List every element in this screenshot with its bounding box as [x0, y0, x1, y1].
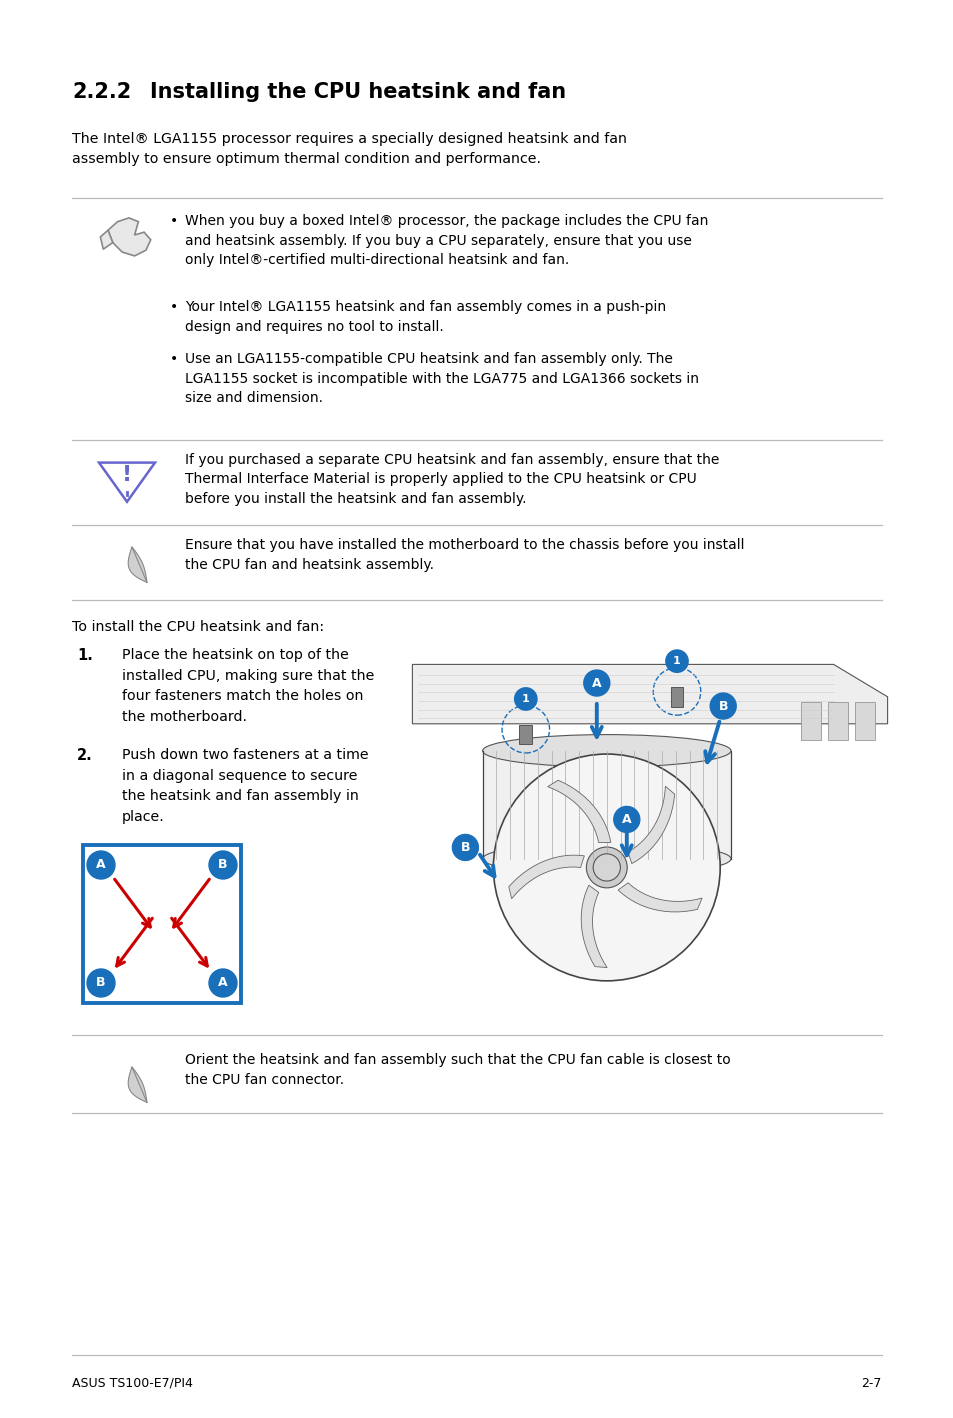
Circle shape — [87, 968, 115, 997]
Text: Use an LGA1155-compatible CPU heatsink and fan assembly only. The
LGA1155 socket: Use an LGA1155-compatible CPU heatsink a… — [185, 352, 699, 406]
Circle shape — [493, 754, 720, 981]
Polygon shape — [128, 547, 147, 583]
Text: Place the heatsink on top of the
installed CPU, making sure that the
four fasten: Place the heatsink on top of the install… — [122, 648, 374, 723]
Circle shape — [613, 807, 639, 832]
Text: !: ! — [122, 465, 132, 485]
Bar — [801, 702, 820, 740]
Text: The Intel® LGA1155 processor requires a specially designed heatsink and fan
asse: The Intel® LGA1155 processor requires a … — [71, 132, 626, 166]
Text: Your Intel® LGA1155 heatsink and fan assembly comes in a push-pin
design and req: Your Intel® LGA1155 heatsink and fan ass… — [185, 301, 665, 333]
Text: A: A — [96, 858, 106, 872]
Text: If you purchased a separate CPU heatsink and fan assembly, ensure that the
Therm: If you purchased a separate CPU heatsink… — [185, 452, 719, 506]
Polygon shape — [412, 665, 886, 723]
Text: 1.: 1. — [77, 648, 92, 664]
Text: B: B — [96, 977, 106, 990]
Bar — [827, 702, 847, 740]
Text: B: B — [218, 858, 228, 872]
Text: Ensure that you have installed the motherboard to the chassis before you install: Ensure that you have installed the mothe… — [185, 537, 743, 571]
Text: B: B — [460, 841, 470, 854]
Text: A: A — [218, 977, 228, 990]
Text: •: • — [170, 352, 178, 366]
Text: 2-7: 2-7 — [861, 1377, 882, 1390]
Circle shape — [514, 688, 537, 710]
Polygon shape — [618, 883, 701, 912]
Text: Installing the CPU heatsink and fan: Installing the CPU heatsink and fan — [150, 82, 565, 102]
Text: A: A — [621, 813, 631, 825]
Circle shape — [209, 851, 236, 879]
Text: Push down two fasteners at a time
in a diagonal sequence to secure
the heatsink : Push down two fasteners at a time in a d… — [122, 749, 368, 824]
Text: •: • — [170, 301, 178, 313]
Polygon shape — [580, 885, 606, 967]
Text: B: B — [718, 699, 727, 712]
Bar — [854, 702, 874, 740]
Polygon shape — [508, 855, 584, 899]
Circle shape — [583, 671, 609, 696]
Text: ASUS TS100-E7/PI4: ASUS TS100-E7/PI4 — [71, 1377, 193, 1390]
Bar — [482, 750, 730, 859]
Circle shape — [593, 854, 619, 881]
Text: 1: 1 — [521, 693, 529, 703]
Text: •: • — [170, 214, 178, 228]
Polygon shape — [547, 780, 610, 842]
Text: When you buy a boxed Intel® processor, the package includes the CPU fan
and heat: When you buy a boxed Intel® processor, t… — [185, 214, 708, 267]
Text: A: A — [592, 676, 601, 689]
Circle shape — [709, 693, 736, 719]
Circle shape — [586, 847, 626, 888]
Text: Orient the heatsink and fan assembly such that the CPU fan cable is closest to
t: Orient the heatsink and fan assembly suc… — [185, 1054, 730, 1086]
Polygon shape — [100, 230, 112, 250]
Circle shape — [87, 851, 115, 879]
Text: To install the CPU heatsink and fan:: To install the CPU heatsink and fan: — [71, 620, 324, 634]
Bar — [83, 845, 241, 1003]
Text: 2.: 2. — [77, 749, 92, 763]
Ellipse shape — [482, 842, 730, 875]
Polygon shape — [627, 786, 674, 864]
Circle shape — [209, 968, 236, 997]
Text: 1: 1 — [673, 657, 680, 666]
Text: 2.2.2: 2.2.2 — [71, 82, 132, 102]
Circle shape — [664, 649, 688, 674]
Polygon shape — [128, 1066, 147, 1102]
Bar — [518, 725, 532, 744]
Polygon shape — [108, 218, 151, 255]
Bar — [670, 688, 682, 706]
Circle shape — [452, 834, 477, 861]
Ellipse shape — [482, 735, 730, 767]
